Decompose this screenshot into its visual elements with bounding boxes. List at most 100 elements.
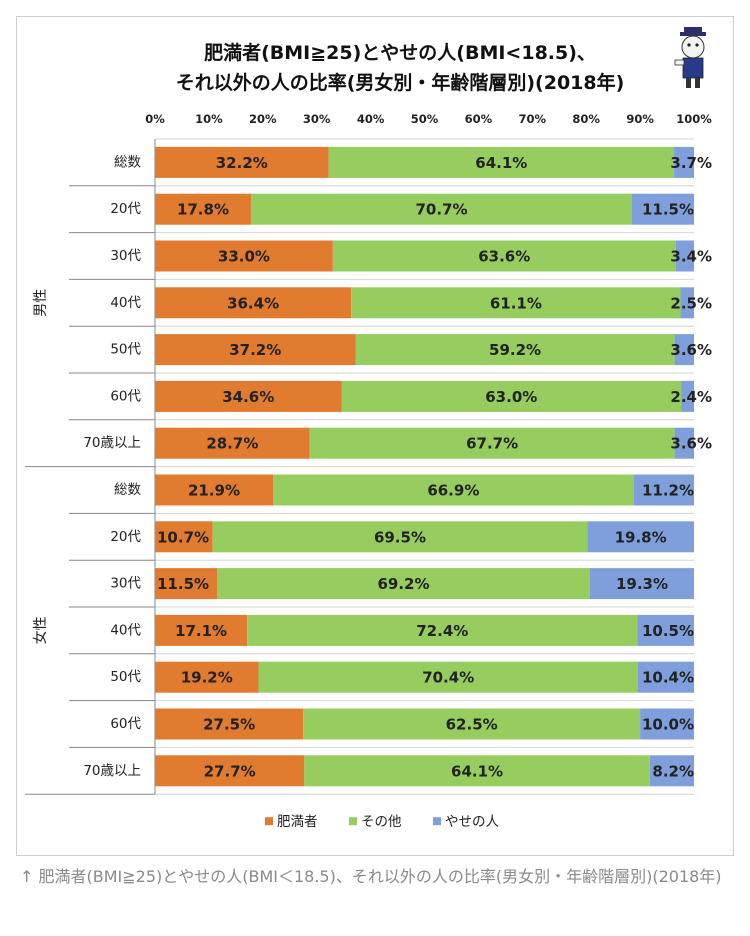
thin-bar: [633, 474, 694, 506]
x-tick-label: 90%: [626, 112, 654, 126]
thin-bar: [674, 427, 694, 459]
data-label-thin: 3.7%: [670, 154, 712, 172]
data-label-thin: 10.4%: [642, 669, 694, 687]
data-label-thin: 19.8%: [615, 528, 667, 546]
other-bar: [351, 287, 681, 319]
group-label: 女性: [32, 616, 49, 644]
thin-bar: [637, 614, 694, 646]
other-bar: [309, 427, 675, 459]
obese-bar: [155, 427, 310, 459]
thin-bar: [674, 334, 694, 366]
x-tick-label: 100%: [676, 112, 712, 126]
other-bar: [332, 240, 676, 272]
category-label: 50代: [110, 669, 141, 685]
data-label-obese: 34.6%: [222, 388, 274, 406]
x-tick-label: 50%: [411, 112, 439, 126]
thin-bar: [680, 287, 694, 319]
category-label: 40代: [110, 622, 141, 638]
data-label-obese: 17.1%: [175, 622, 227, 640]
data-label-obese: 27.7%: [204, 762, 256, 780]
x-tick-label: 10%: [195, 112, 223, 126]
data-label-obese: 27.5%: [203, 716, 255, 734]
data-label-obese: 10.7%: [157, 528, 209, 546]
data-label-obese: 21.9%: [188, 482, 240, 500]
other-bar: [341, 380, 682, 412]
obese-bar: [155, 521, 213, 553]
data-label-other: 61.1%: [490, 294, 542, 312]
obese-bar: [155, 146, 329, 178]
data-label-thin: 8.2%: [652, 762, 694, 780]
category-label: 70歳以上: [83, 435, 141, 451]
data-label-obese: 11.5%: [157, 575, 209, 593]
data-label-thin: 10.5%: [642, 622, 694, 640]
other-bar: [355, 334, 675, 366]
chart-title-line-2: それ以外の人の比率(男女別・年齢階層別)(2018年): [176, 71, 625, 94]
data-label-thin: 3.4%: [670, 248, 712, 266]
category-axis: 男性総数20代30代40代50代60代70歳以上女性総数20代30代40代50代…: [25, 154, 155, 795]
data-label-thin: 2.5%: [670, 294, 712, 312]
category-label: 60代: [110, 716, 141, 732]
bars: 32.2% 64.1% 3.7% 17.8% 70.7% 11.5% 33.0% 63.6% 3…: [155, 146, 712, 787]
obese-bar: [155, 614, 248, 646]
category-label: 総数: [114, 482, 141, 498]
legend-label-obese: 肥満者: [277, 814, 318, 830]
obese-bar: [155, 755, 305, 787]
category-label: 30代: [110, 248, 141, 264]
x-tick-label: 30%: [303, 112, 331, 126]
data-label-other: 64.1%: [451, 762, 503, 780]
category-label: 総数: [114, 154, 141, 170]
other-bar: [212, 521, 588, 553]
thin-bar: [587, 521, 694, 553]
data-label-other: 67.7%: [466, 435, 518, 453]
other-bar: [328, 146, 675, 178]
obese-bar: [155, 287, 352, 319]
data-label-other: 63.0%: [485, 388, 537, 406]
data-label-obese: 28.7%: [206, 435, 258, 453]
obese-bar: [155, 193, 251, 225]
data-label-obese: 33.0%: [218, 248, 270, 266]
thin-bar: [637, 661, 694, 693]
x-tick-label: 0%: [145, 112, 165, 126]
other-bar: [303, 708, 641, 740]
figure-caption: ↑ 肥満者(BMI≧25)とやせの人(BMI＜18.5)、それ以外の人の比率(男…: [20, 867, 722, 886]
data-label-thin: 11.2%: [642, 482, 694, 500]
category-label: 70歳以上: [83, 763, 141, 779]
x-tick-label: 60%: [465, 112, 493, 126]
legend-label-thin: やせの人: [445, 814, 499, 830]
thin-bar: [640, 708, 694, 740]
stacked-bar-chart: 肥満者(BMI≧25)とやせの人(BMI<18.5)、 それ以外の人の比率(男女…: [25, 27, 712, 830]
x-tick-label: 20%: [249, 112, 277, 126]
data-label-thin: 19.3%: [616, 575, 668, 593]
data-label-obese: 36.4%: [227, 294, 279, 312]
data-label-other: 69.5%: [374, 528, 426, 546]
obese-bar: [155, 240, 333, 272]
thin-bar: [681, 380, 694, 412]
data-label-obese: 37.2%: [229, 341, 281, 359]
legend: 肥満者 その他 やせの人: [265, 814, 499, 830]
data-label-obese: 17.8%: [177, 201, 229, 219]
legend-swatch-other: [349, 817, 357, 826]
thin-bar: [675, 240, 694, 272]
mascot-icon: [674, 27, 706, 88]
data-label-thin: 10.0%: [642, 716, 694, 734]
data-label-other: 66.9%: [427, 482, 479, 500]
data-label-thin: 3.6%: [670, 435, 712, 453]
data-label-other: 64.1%: [475, 154, 527, 172]
data-label-obese: 19.2%: [181, 669, 233, 687]
category-label: 20代: [110, 529, 141, 545]
data-label-other: 59.2%: [489, 341, 541, 359]
data-label-thin: 3.6%: [670, 341, 712, 359]
category-label: 20代: [110, 201, 141, 217]
category-label: 30代: [110, 576, 141, 592]
thin-bar: [632, 193, 694, 225]
data-label-other: 63.6%: [478, 248, 530, 266]
category-label: 50代: [110, 342, 141, 358]
other-bar: [216, 568, 590, 600]
data-label-thin: 2.4%: [670, 388, 712, 406]
gridlines: [154, 138, 694, 795]
legend-swatch-thin: [433, 817, 441, 826]
other-bar: [273, 474, 634, 506]
x-tick-label: 80%: [572, 112, 600, 126]
data-label-other: 72.4%: [416, 622, 468, 640]
chart-title-line-1: 肥満者(BMI≧25)とやせの人(BMI<18.5)、: [204, 42, 596, 64]
